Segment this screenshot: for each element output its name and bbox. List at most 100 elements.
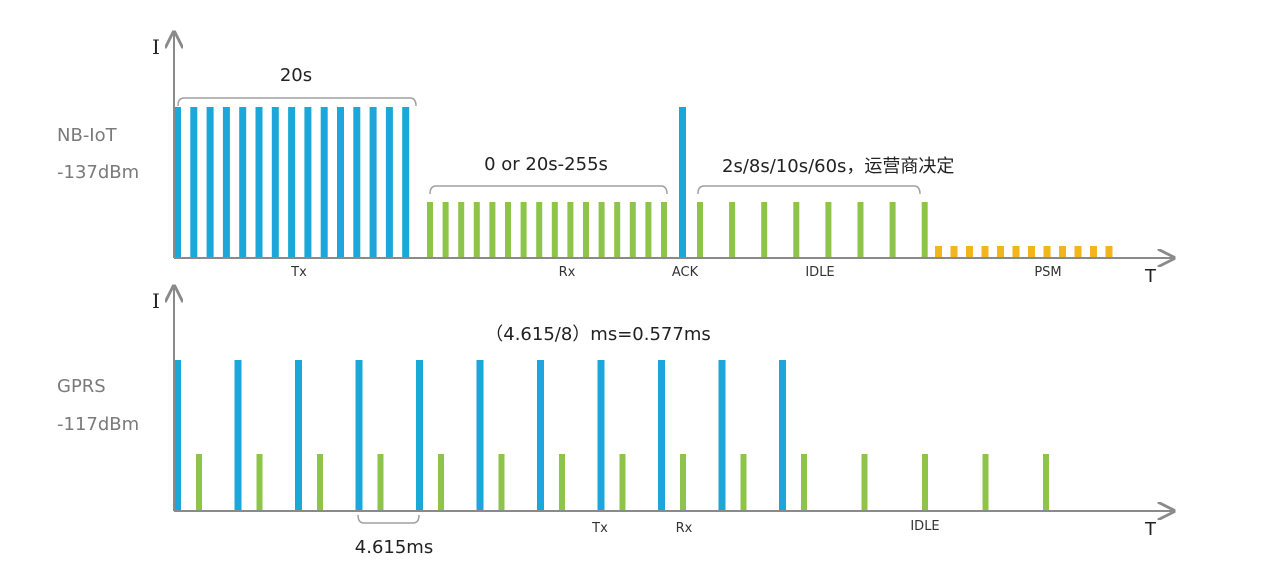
nbiot-tx-pulse — [402, 107, 410, 257]
nbiot-rx-pulse — [661, 202, 667, 257]
gprs-pulses — [174, 360, 1049, 510]
nbiot-x-axis-label: T — [1144, 266, 1157, 287]
nbiot-panel: NB-IoT -137dBm I T 20s 0 or 20s-255s 2s/… — [57, 34, 1172, 287]
nbiot-rx-pulse — [442, 202, 449, 257]
nbiot-rx-pulse — [473, 202, 480, 257]
nbiot-tx-bracket — [177, 97, 417, 107]
nbiot-psm-label: PSM — [1034, 265, 1061, 280]
nbiot-psm-pulse — [1028, 246, 1035, 257]
nbiot-rx-pulse — [458, 202, 465, 257]
nbiot-idle-pulse — [793, 202, 800, 257]
nbiot-rx-pulse — [645, 202, 652, 257]
nbiot-pulses — [174, 107, 1113, 257]
gprs-rx-pulse — [256, 454, 263, 510]
nbiot-idle-pulse — [857, 202, 864, 257]
nbiot-tx-pulse — [255, 107, 263, 257]
nbiot-tx-pulse — [353, 107, 361, 257]
nbiot-psm-pulse — [1105, 246, 1113, 257]
gprs-tx-pulse — [658, 360, 665, 510]
nbiot-tx-pulse — [385, 107, 393, 257]
nbiot-rx-bracket — [429, 185, 668, 195]
nbiot-ack-label: ACK — [672, 265, 699, 280]
nbiot-psm-pulse — [1012, 246, 1020, 257]
nbiot-idle-pulse — [697, 202, 703, 257]
gprs-tx-pulse — [416, 360, 423, 510]
nbiot-rx-pulse — [536, 202, 543, 257]
nbiot-rx-pulse — [629, 202, 636, 257]
gprs-frame-bracket — [357, 514, 420, 524]
nbiot-rx-pulse — [489, 202, 496, 257]
nbiot-tx-pulse — [288, 107, 296, 257]
gprs-tx-pulse — [355, 360, 363, 510]
nbiot-tx-pulse — [222, 107, 230, 257]
nbiot-idle-label: IDLE — [805, 265, 834, 280]
nbiot-tx-pulse — [239, 107, 247, 257]
nbiot-idle-pulse — [729, 202, 736, 257]
nbiot-rx-pulse — [505, 202, 511, 257]
gprs-timeslot-formula: （4.615/8）ms=0.577ms — [485, 324, 710, 345]
gprs-rx-pulse — [377, 454, 384, 510]
nbiot-psm-pulse — [966, 246, 973, 257]
nbiot-rx-pulse — [583, 202, 589, 257]
nbiot-psm-pulse — [1074, 246, 1082, 257]
gprs-rx-pulse — [196, 454, 202, 510]
gprs-y-axis-label: I — [152, 289, 160, 313]
gprs-rx-pulse — [559, 454, 565, 510]
nbiot-sensitivity: -137dBm — [57, 162, 139, 183]
gprs-rx-pulse — [317, 454, 323, 510]
gprs-rx-pulse — [801, 454, 807, 510]
nbiot-psm-pulse — [1090, 246, 1097, 257]
nbiot-idle-pulse — [825, 202, 832, 257]
nbiot-rx-pulse — [598, 202, 605, 257]
nbiot-tx-pulse — [190, 107, 198, 257]
gprs-panel: GPRS -117dBm I T （4.615/8）ms=0.577ms 4.6… — [57, 288, 1172, 558]
nbiot-tx-pulse — [369, 107, 377, 257]
nbiot-tx-pulse — [174, 107, 181, 257]
gprs-tx-pulse — [174, 360, 181, 510]
nbiot-rx-pulse — [427, 202, 433, 257]
gprs-tx-pulse — [597, 360, 605, 510]
gprs-rx-pulse — [982, 454, 989, 510]
gprs-tx-pulse — [779, 360, 786, 510]
nbiot-tx-pulse — [304, 107, 312, 257]
nbiot-idle-pulse — [889, 202, 896, 257]
gprs-frame-period: 4.615ms — [355, 537, 433, 558]
nbiot-psm-pulse — [935, 246, 942, 257]
gprs-x-axis-label: T — [1144, 519, 1157, 540]
gprs-rx-pulse — [680, 454, 686, 510]
gprs-tx-pulse — [234, 360, 242, 510]
nbiot-idle-bracket — [697, 185, 921, 195]
gprs-rx-pulse — [861, 454, 868, 510]
gprs-tx-pulse — [295, 360, 302, 510]
nbiot-tx-pulse — [271, 107, 279, 257]
nbiot-tx-pulse — [337, 107, 344, 257]
nbiot-name: NB-IoT — [57, 125, 118, 146]
nbiot-rx-pulse — [551, 202, 558, 257]
nbiot-rx-pulse — [520, 202, 527, 257]
nbiot-psm-pulse — [981, 246, 989, 257]
gprs-tx-pulse — [537, 360, 544, 510]
gprs-rx-pulse — [498, 454, 505, 510]
gprs-name: GPRS — [57, 376, 106, 397]
gprs-rx-label: Rx — [676, 521, 693, 536]
nbiot-idle-duration: 2s/8s/10s/60s，运营商决定 — [722, 156, 954, 177]
nbiot-psm-pulse — [1043, 246, 1051, 257]
gprs-idle-label: IDLE — [910, 519, 939, 534]
nbiot-idle-pulse — [921, 202, 928, 257]
gprs-rx-pulse — [1043, 454, 1049, 510]
nbiot-rx-pulse — [567, 202, 574, 257]
nbiot-tx-pulse — [320, 107, 328, 257]
nbiot-idle-pulse — [761, 202, 768, 257]
nbiot-tx-label: Tx — [290, 265, 307, 280]
gprs-tx-pulse — [718, 360, 726, 510]
gprs-rx-pulse — [740, 454, 747, 510]
nbiot-y-axis-label: I — [152, 35, 160, 59]
gprs-rx-pulse — [619, 454, 626, 510]
nbiot-rx-label: Rx — [559, 265, 576, 280]
gprs-rx-pulse — [438, 454, 444, 510]
nbiot-rx-duration: 0 or 20s-255s — [484, 154, 608, 175]
nbiot-psm-pulse — [997, 246, 1004, 257]
gprs-sensitivity: -117dBm — [57, 414, 139, 435]
nbiot-tx-pulse — [206, 107, 214, 257]
